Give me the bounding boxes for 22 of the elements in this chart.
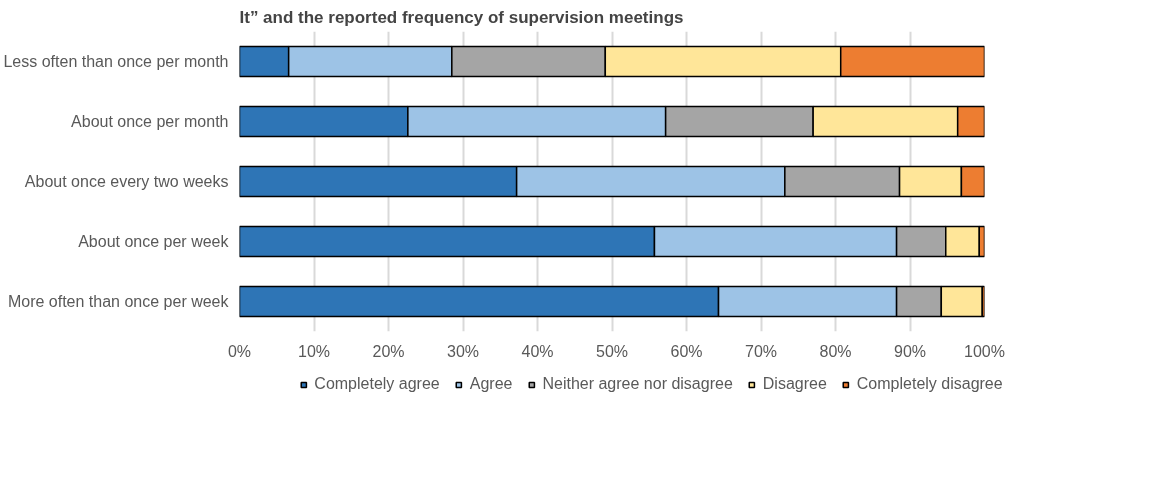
x-tick-label: 70% xyxy=(744,342,778,360)
chart-title: It” and the reported frequency of supervision meetings xyxy=(239,7,684,27)
legend-label: Completely disagree xyxy=(856,375,1003,393)
x-tick-label: 80% xyxy=(819,342,852,360)
x-tick-label: 90% xyxy=(893,342,927,360)
legend-label: Neither agree nor disagree xyxy=(542,375,733,393)
x-tick-label: 100% xyxy=(964,342,1005,360)
x-tick-label: 20% xyxy=(372,342,405,360)
x-tick-label: 40% xyxy=(521,342,554,360)
y-tick-label: About once every two weeks xyxy=(24,173,229,190)
x-tick-label: 10% xyxy=(297,342,331,360)
y-tick-label: Less often than once per month xyxy=(3,53,229,70)
x-tick-label: 0% xyxy=(227,342,252,360)
x-tick-label: 50% xyxy=(595,342,629,360)
legend-label: Completely agree xyxy=(314,375,440,393)
y-tick-label: About once per week xyxy=(78,233,230,250)
x-tick-label: 60% xyxy=(670,342,703,360)
x-tick-label: 30% xyxy=(446,342,480,360)
y-tick-label: More often than once per week xyxy=(7,293,230,310)
y-tick-label: About once per month xyxy=(71,113,229,130)
legend-label: Disagree xyxy=(762,375,827,393)
legend-label: Agree xyxy=(469,375,513,393)
